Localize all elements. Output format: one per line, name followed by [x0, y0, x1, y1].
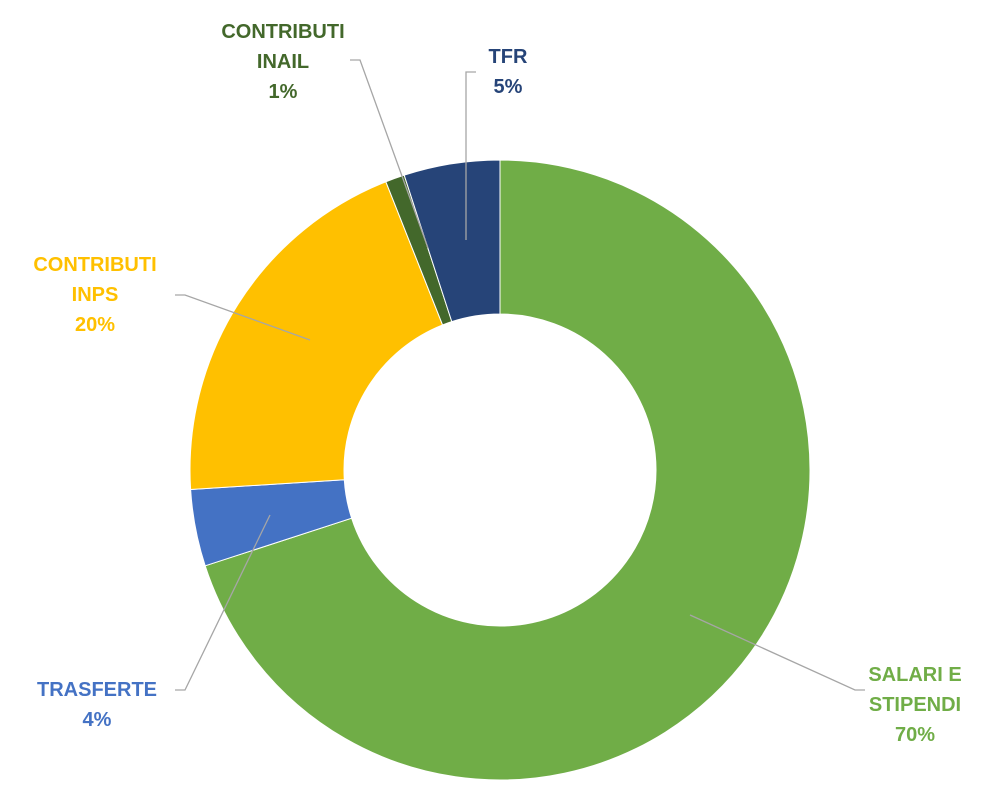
donut-segment — [403, 159, 501, 323]
value-label: 70% — [894, 724, 936, 746]
value-label: 5% — [493, 76, 523, 98]
value-label: 1% — [268, 81, 298, 103]
data-label: TRASFERTE 4% — [12, 675, 182, 735]
category-label: CONTRIBUTI INPS — [33, 254, 157, 306]
leader-line — [465, 71, 476, 240]
data-label: CONTRIBUTI INPS 20% — [10, 250, 180, 340]
category-label: TFR — [488, 46, 528, 68]
category-label: TRASFERTE — [37, 679, 157, 701]
data-label: SALARI E STIPENDI 70% — [830, 660, 990, 750]
category-label: CONTRIBUTI INAIL — [221, 21, 345, 73]
donut-segment — [189, 181, 444, 490]
leader-line — [689, 614, 865, 691]
value-label: 4% — [82, 709, 112, 731]
data-label: CONTRIBUTI INAIL 1% — [198, 17, 368, 107]
leader-line — [175, 294, 311, 341]
leader-line — [175, 514, 271, 691]
donut-segment — [204, 159, 811, 781]
leader-line — [350, 59, 429, 249]
category-label: SALARI E STIPENDI — [868, 664, 962, 716]
value-label: 20% — [74, 314, 116, 336]
data-label: TFR 5% — [423, 42, 593, 102]
